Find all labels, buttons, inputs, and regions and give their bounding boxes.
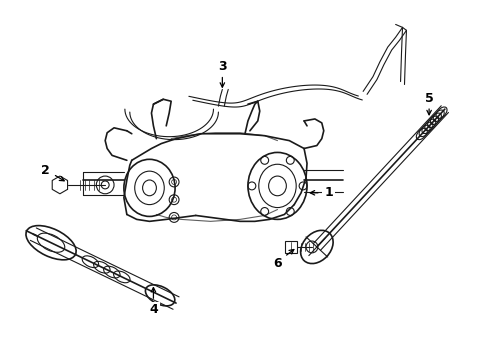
Text: 4: 4	[149, 303, 158, 316]
Text: 5: 5	[424, 92, 432, 105]
Text: 1: 1	[324, 186, 332, 199]
Text: 6: 6	[273, 257, 281, 270]
Bar	[285, 241, 297, 253]
Text: 2: 2	[41, 164, 49, 177]
Text: 3: 3	[218, 60, 226, 73]
